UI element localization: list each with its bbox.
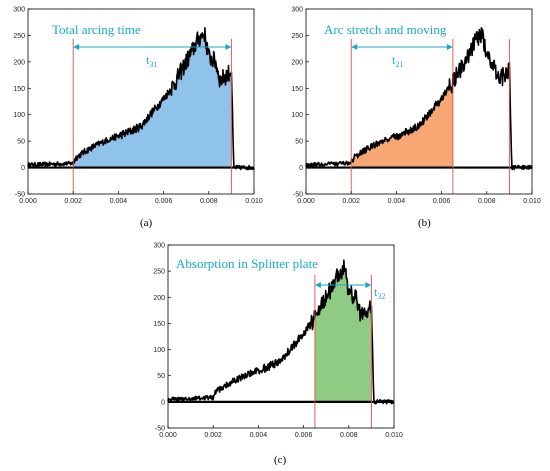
x-tick-label: 0.008 (200, 198, 218, 205)
caption-b: (b) (418, 217, 431, 229)
y-tick-label: 50 (157, 373, 165, 380)
x-tick-label: 0.006 (295, 432, 313, 439)
arrow-head-right (446, 44, 453, 50)
y-tick-label: 300 (153, 243, 165, 250)
arrow-head-left (73, 44, 80, 50)
y-tick-label: -50 (155, 426, 165, 433)
x-tick-label: 0.010 (385, 432, 403, 439)
annotation-text-b: Arc stretch and moving (324, 22, 447, 37)
y-tick-label: 50 (295, 139, 303, 146)
x-tick-label: 0.010 (523, 198, 541, 205)
y-tick-label: -50 (15, 192, 25, 199)
x-tick-label: 0.006 (433, 198, 451, 205)
y-tick-label: 200 (13, 59, 25, 66)
interval-label-a: t31 (146, 53, 157, 69)
annotation-text-c: Absorption in Splitter plate (176, 256, 318, 271)
signal-series (305, 27, 533, 171)
y-tick-label: 150 (291, 86, 303, 93)
y-tick-label: 50 (17, 139, 25, 146)
arrow-head-right (225, 44, 232, 50)
interval-label-main-c: t (374, 285, 378, 299)
y-tick-label: 100 (291, 112, 303, 119)
x-tick-label: 0.004 (250, 432, 268, 439)
interval-label-sub-c: 32 (377, 292, 385, 301)
y-tick-label: 100 (13, 112, 25, 119)
x-tick-label: 0.002 (204, 432, 222, 439)
y-tick-label: 300 (291, 7, 303, 14)
y-tick-label: 200 (291, 59, 303, 66)
y-tick-label: 250 (13, 33, 25, 40)
y-tick-label: 250 (291, 33, 303, 40)
interval-label-sub-b: 21 (395, 60, 403, 69)
chart-plot-area-c: 0.000 0.002 0.004 0.006 0.008 0.010 -50 0 50 100 1… (153, 243, 403, 440)
y-tick-label: 200 (153, 295, 165, 302)
highlight-area (351, 78, 453, 168)
arrow-head-right (365, 282, 372, 288)
y-tick-label: 0 (161, 399, 165, 406)
y-tick-label: 0 (21, 165, 25, 172)
y-tick-label: 250 (153, 269, 165, 276)
y-tick-label: 0 (299, 165, 303, 172)
interval-label-main-b: t (392, 53, 396, 67)
x-tick-label: 0.008 (340, 432, 358, 439)
arrow-head-left (314, 282, 321, 288)
plot-frame (27, 8, 255, 195)
annotation-text-a: Total arcing time (52, 22, 141, 37)
signal-series (167, 259, 395, 405)
interval-label-sub-a: 31 (149, 60, 157, 69)
y-tick-label: 100 (153, 347, 165, 354)
x-tick-label: 0.004 (388, 198, 406, 205)
x-tick-label: 0.006 (155, 198, 173, 205)
interval-label-c: t32 (374, 285, 385, 301)
x-tick-label: 0.004 (110, 198, 128, 205)
chart-plot-area-a: 0.000 0.002 0.004 0.006 0.008 0.010 -50 0 50 100 1… (13, 7, 263, 206)
y-tick-label: 150 (13, 86, 25, 93)
caption-c: (c) (274, 454, 287, 466)
x-tick-label: 0.002 (342, 198, 360, 205)
x-tick-label: 0.008 (478, 198, 496, 205)
y-tick-label: 150 (153, 321, 165, 328)
x-tick-label: 0.002 (64, 198, 82, 205)
plot-frame (167, 244, 395, 429)
highlight-area (314, 260, 372, 402)
y-tick-label: 300 (13, 7, 25, 14)
chart-panel-a: 0.000 0.002 0.004 0.006 0.008 0.010 -50 0 50 100 1… (13, 7, 263, 230)
y-tick-label: -50 (293, 192, 303, 199)
interval-label-main-a: t (146, 53, 150, 67)
arrow-head-left (351, 44, 358, 50)
signal-series (27, 27, 255, 171)
x-tick-label: 0.000 (159, 432, 177, 439)
x-tick-label: 0.000 (297, 198, 315, 205)
chart-panel-c: 0.000 0.002 0.004 0.006 0.008 0.010 -50 0 50 100 1… (153, 243, 403, 467)
chart-plot-area-b: 0.000 0.002 0.004 0.006 0.008 0.010 -50 0 50 100 1… (291, 7, 541, 206)
x-tick-label: 0.000 (19, 198, 37, 205)
interval-label-b: t21 (392, 53, 403, 69)
caption-a: (a) (140, 217, 153, 229)
plot-frame (305, 8, 533, 195)
x-tick-label: 0.010 (245, 198, 263, 205)
chart-panel-b: 0.000 0.002 0.004 0.006 0.008 0.010 -50 0 50 100 1… (291, 7, 541, 230)
highlight-area (73, 27, 232, 168)
